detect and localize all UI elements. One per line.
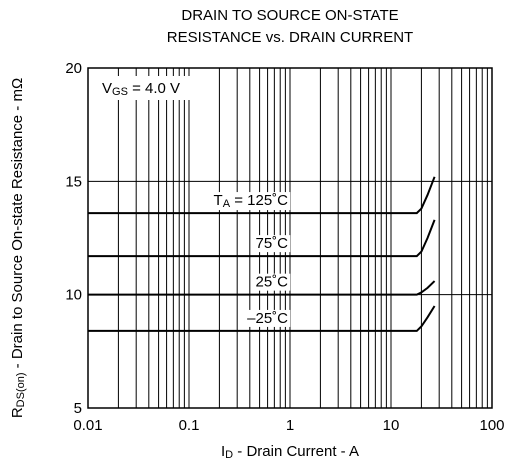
y-axis-label-rest: - Drain to Source On-state Resistance - … <box>9 78 26 373</box>
series-prefix-sub: A <box>223 198 231 210</box>
series-label: 25˚C <box>255 274 288 291</box>
series-line <box>88 305 436 332</box>
x-tick-label: 10 <box>383 417 400 434</box>
condition-label-rest: = 4.0 V <box>128 80 180 97</box>
chart-title-line: RESISTANCE vs. DRAIN CURRENT <box>167 29 413 46</box>
series-label-bg <box>253 273 291 291</box>
x-tick-label: 100 <box>479 417 504 434</box>
condition-label-main: V <box>102 80 112 97</box>
series-line <box>88 280 436 296</box>
x-tick-label: 1 <box>286 417 294 434</box>
y-axis-label: RDS(on) - Drain to Source On-state Resis… <box>9 78 27 418</box>
series-name: 75˚C <box>255 235 288 252</box>
x-axis-label-sub: D <box>225 449 233 461</box>
x-axis-label-rest: - Drain Current - A <box>233 443 359 460</box>
y-axis-label-main: R <box>9 407 26 418</box>
series-label: TA = 125˚C <box>214 192 289 210</box>
plot-frame <box>87 67 493 409</box>
series-prefix-main: T <box>214 192 223 209</box>
y-tick-label: 5 <box>74 400 82 417</box>
condition-label: VGS = 4.0 V <box>102 80 180 98</box>
x-axis-label-main: I <box>221 443 225 460</box>
series-label: 75˚C <box>255 235 288 252</box>
series-prefix-rest: = <box>230 192 247 209</box>
condition-bg <box>94 76 206 100</box>
chart-title-line: DRAIN TO SOURCE ON-STATE <box>181 7 398 24</box>
condition-label-sub: GS <box>112 86 128 98</box>
series-label-bg <box>245 309 291 327</box>
series-label-bg <box>211 192 291 211</box>
series-line <box>88 176 436 215</box>
y-tick-label: 20 <box>65 60 82 77</box>
series-name: 125˚C <box>247 192 288 209</box>
series-label: –25˚C <box>247 310 288 327</box>
x-tick-label: 0.1 <box>179 417 200 434</box>
series-label-bg <box>253 235 291 253</box>
x-tick-label: 0.01 <box>73 417 102 434</box>
series-line <box>88 219 436 258</box>
y-axis-label-sub: DS(on) <box>15 372 27 407</box>
series-name: –25˚C <box>247 310 288 327</box>
y-tick-label: 15 <box>65 173 82 190</box>
x-axis-label: ID - Drain Current - A <box>221 443 359 461</box>
y-tick-label: 10 <box>65 287 82 304</box>
series-name: 25˚C <box>255 274 288 291</box>
